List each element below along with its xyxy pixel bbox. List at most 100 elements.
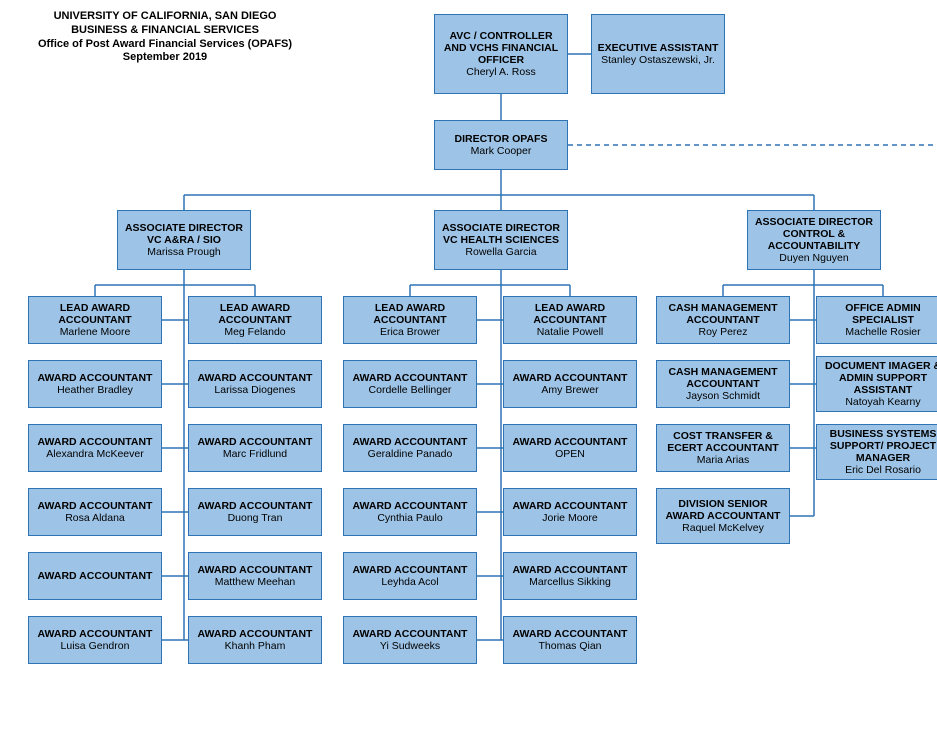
org-node-c2a2: AWARD ACCOUNTANTCordelle Bellinger (343, 360, 477, 408)
node-title: LEAD AWARD ACCOUNTANT (31, 302, 159, 326)
header-line-2: BUSINESS & FINANCIAL SERVICES (15, 24, 315, 38)
org-node-ea: EXECUTIVE ASSISTANTStanley Ostaszewski, … (591, 14, 725, 94)
org-node-c1a5: AWARD ACCOUNTANT (28, 552, 162, 600)
node-person: Natoyah Kearny (845, 396, 920, 408)
org-node-c3b2: DOCUMENT IMAGER & ADMIN SUPPORT ASSISTAN… (816, 356, 937, 412)
org-node-c2b5: AWARD ACCOUNTANTMarcellus Sikking (503, 552, 637, 600)
org-node-c3b1: OFFICE ADMIN SPECIALISTMachelle Rosier (816, 296, 937, 344)
node-title: AWARD ACCOUNTANT (513, 436, 628, 448)
org-node-c3a1: CASH MANAGEMENT ACCOUNTANTRoy Perez (656, 296, 790, 344)
node-title: DIRECTOR OPAFS (455, 133, 548, 145)
node-person: Marcellus Sikking (529, 576, 611, 588)
node-title: LEAD AWARD ACCOUNTANT (191, 302, 319, 326)
node-person: Amy Brewer (541, 384, 598, 396)
org-node-c1b2: AWARD ACCOUNTANTLarissa Diogenes (188, 360, 322, 408)
node-person: Cynthia Paulo (377, 512, 442, 524)
node-person: Khanh Pham (225, 640, 286, 652)
org-node-c1a6: AWARD ACCOUNTANTLuisa Gendron (28, 616, 162, 664)
node-title: AWARD ACCOUNTANT (353, 500, 468, 512)
org-node-c2a4: AWARD ACCOUNTANTCynthia Paulo (343, 488, 477, 536)
node-person: Yi Sudweeks (380, 640, 440, 652)
node-person: Meg Felando (224, 326, 285, 338)
node-person: Heather Bradley (57, 384, 133, 396)
node-title: AWARD ACCOUNTANT (513, 500, 628, 512)
org-node-c1b6: AWARD ACCOUNTANTKhanh Pham (188, 616, 322, 664)
node-person: Jorie Moore (542, 512, 597, 524)
node-title: AWARD ACCOUNTANT (198, 436, 313, 448)
node-person: Rosa Aldana (65, 512, 125, 524)
node-title: AWARD ACCOUNTANT (198, 564, 313, 576)
header-block: UNIVERSITY OF CALIFORNIA, SAN DIEGO BUSI… (15, 10, 315, 65)
node-title: AWARD ACCOUNTANT (38, 570, 153, 582)
node-person: Stanley Ostaszewski, Jr. (601, 54, 715, 66)
org-node-avc: AVC / CONTROLLER AND VCHS FINANCIAL OFFI… (434, 14, 568, 94)
node-title: AWARD ACCOUNTANT (353, 628, 468, 640)
node-title: LEAD AWARD ACCOUNTANT (346, 302, 474, 326)
node-title: AWARD ACCOUNTANT (513, 564, 628, 576)
node-title: EXECUTIVE ASSISTANT (598, 42, 719, 54)
node-title: AWARD ACCOUNTANT (353, 372, 468, 384)
node-title: AWARD ACCOUNTANT (353, 564, 468, 576)
node-title: AWARD ACCOUNTANT (353, 436, 468, 448)
node-person: Duyen Nguyen (779, 252, 848, 264)
org-node-ad1: ASSOCIATE DIRECTOR VC A&RA / SIOMarissa … (117, 210, 251, 270)
org-node-c1a4: AWARD ACCOUNTANTRosa Aldana (28, 488, 162, 536)
org-node-c2a6: AWARD ACCOUNTANTYi Sudweeks (343, 616, 477, 664)
node-person: Rowella Garcia (465, 246, 536, 258)
org-node-c2b6: AWARD ACCOUNTANTThomas Qian (503, 616, 637, 664)
org-node-c1b4: AWARD ACCOUNTANTDuong Tran (188, 488, 322, 536)
org-node-ad3: ASSOCIATE DIRECTOR CONTROL & ACCOUNTABIL… (747, 210, 881, 270)
header-line-1: UNIVERSITY OF CALIFORNIA, SAN DIEGO (15, 10, 315, 24)
node-title: AWARD ACCOUNTANT (38, 372, 153, 384)
node-person: Alexandra McKeever (46, 448, 143, 460)
node-person: Roy Perez (698, 326, 747, 338)
node-title: LEAD AWARD ACCOUNTANT (506, 302, 634, 326)
org-node-c2b1: LEAD AWARD ACCOUNTANTNatalie Powell (503, 296, 637, 344)
node-title: AVC / CONTROLLER AND VCHS FINANCIAL OFFI… (437, 30, 565, 66)
org-node-c1b1: LEAD AWARD ACCOUNTANTMeg Felando (188, 296, 322, 344)
node-title: CASH MANAGEMENT ACCOUNTANT (659, 302, 787, 326)
node-title: OFFICE ADMIN SPECIALIST (819, 302, 937, 326)
org-node-c3b3: BUSINESS SYSTEMS SUPPORT/ PROJECT MANAGE… (816, 424, 937, 480)
node-person: Marlene Moore (60, 326, 131, 338)
node-person: Leyhda Acol (381, 576, 438, 588)
header-line-3: Office of Post Award Financial Services … (15, 38, 315, 52)
node-title: AWARD ACCOUNTANT (198, 500, 313, 512)
node-person: Mark Cooper (471, 145, 532, 157)
node-title: DIVISION SENIOR AWARD ACCOUNTANT (659, 498, 787, 522)
org-node-c2b2: AWARD ACCOUNTANTAmy Brewer (503, 360, 637, 408)
node-person: Marc Fridlund (223, 448, 287, 460)
node-person: OPEN (555, 448, 585, 460)
node-person: Raquel McKelvey (682, 522, 764, 534)
org-node-c2b3: AWARD ACCOUNTANTOPEN (503, 424, 637, 472)
org-node-c3a3: COST TRANSFER & ECERT ACCOUNTANTMaria Ar… (656, 424, 790, 472)
node-person: Cordelle Bellinger (369, 384, 452, 396)
org-node-c3a4: DIVISION SENIOR AWARD ACCOUNTANTRaquel M… (656, 488, 790, 544)
org-node-c2a1: LEAD AWARD ACCOUNTANTErica Brower (343, 296, 477, 344)
node-person: Thomas Qian (538, 640, 601, 652)
org-chart: UNIVERSITY OF CALIFORNIA, SAN DIEGO BUSI… (10, 10, 927, 727)
node-person: Jayson Schmidt (686, 390, 760, 402)
org-node-c1a3: AWARD ACCOUNTANTAlexandra McKeever (28, 424, 162, 472)
node-person: Erica Brower (380, 326, 440, 338)
org-node-c2a5: AWARD ACCOUNTANTLeyhda Acol (343, 552, 477, 600)
node-person: Machelle Rosier (845, 326, 920, 338)
node-title: AWARD ACCOUNTANT (38, 628, 153, 640)
node-person: Cheryl A. Ross (466, 66, 535, 78)
org-node-c1a2: AWARD ACCOUNTANTHeather Bradley (28, 360, 162, 408)
node-title: ASSOCIATE DIRECTOR VC A&RA / SIO (120, 222, 248, 246)
node-title: BUSINESS SYSTEMS SUPPORT/ PROJECT MANAGE… (819, 428, 937, 464)
node-person: Marissa Prough (147, 246, 221, 258)
node-person: Matthew Meehan (215, 576, 296, 588)
node-person: Geraldine Panado (368, 448, 453, 460)
node-title: AWARD ACCOUNTANT (513, 372, 628, 384)
org-node-c1b5: AWARD ACCOUNTANTMatthew Meehan (188, 552, 322, 600)
org-node-c2b4: AWARD ACCOUNTANTJorie Moore (503, 488, 637, 536)
node-title: ASSOCIATE DIRECTOR VC HEALTH SCIENCES (437, 222, 565, 246)
node-person: Natalie Powell (537, 326, 604, 338)
node-person: Eric Del Rosario (845, 464, 921, 476)
node-title: AWARD ACCOUNTANT (38, 436, 153, 448)
node-title: CASH MANAGEMENT ACCOUNTANT (659, 366, 787, 390)
org-node-dir: DIRECTOR OPAFSMark Cooper (434, 120, 568, 170)
node-title: AWARD ACCOUNTANT (513, 628, 628, 640)
